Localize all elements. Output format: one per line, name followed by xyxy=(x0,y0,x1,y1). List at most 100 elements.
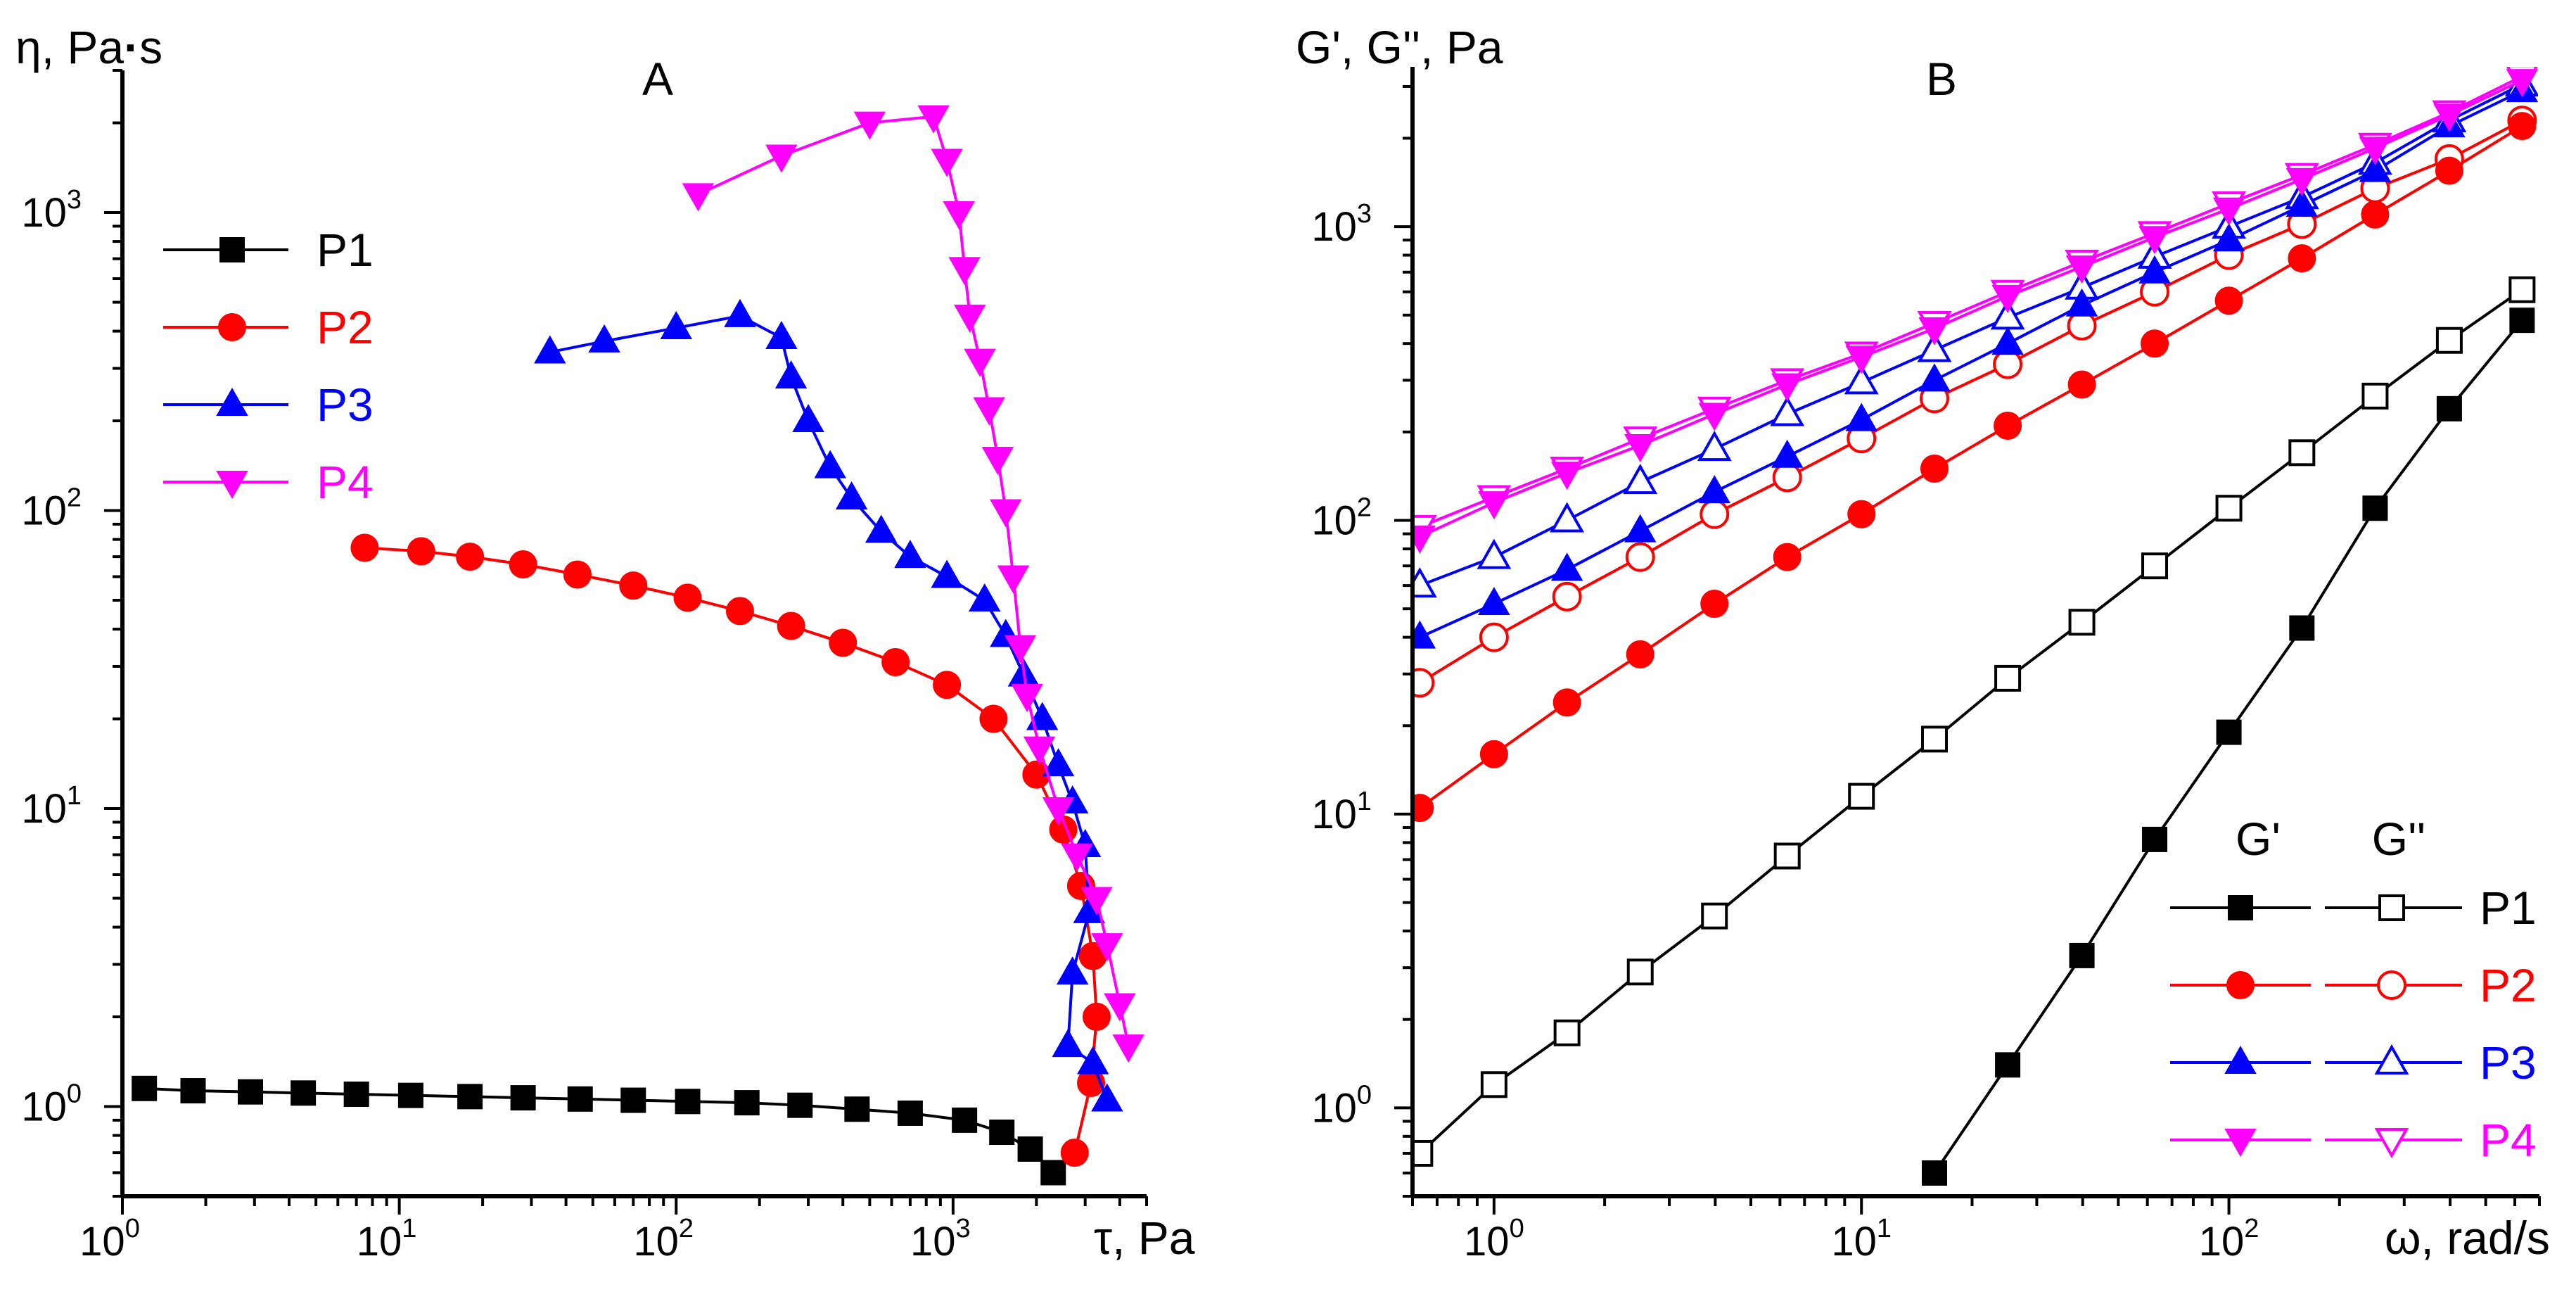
data-point-gp-p4 xyxy=(2285,167,2319,196)
legend-label-p2: P2 xyxy=(317,301,374,353)
data-point-p2 xyxy=(1060,1139,1089,1167)
panel-b-ylabel: G', G'', Pa xyxy=(1296,21,1503,73)
data-point-gp-p2 xyxy=(1847,500,1876,528)
data-point-p1 xyxy=(291,1080,317,1106)
panel-a-ylabel-prefix: η, Pa xyxy=(15,21,124,73)
data-point-p1 xyxy=(1040,1160,1066,1186)
data-point-gdd-p1 xyxy=(1553,1019,1581,1046)
tick-label-exponent: 2 xyxy=(679,1214,694,1243)
data-point-gp-p4 xyxy=(2065,255,2098,284)
data-point-p4 xyxy=(682,183,715,212)
y-tick-label: 102 xyxy=(1311,493,1372,544)
legend-label-p1: P1 xyxy=(2480,882,2537,934)
x-tick-label: 103 xyxy=(910,1214,971,1265)
series-line-gp-p1 xyxy=(1933,319,2523,1174)
panel-b-legend: G' G'' P1 P2 P3 P4 xyxy=(2170,813,2537,1166)
data-point-gp-p4 xyxy=(2433,103,2466,132)
series-line-gdd-p3 xyxy=(1419,83,2523,587)
panel-b-series xyxy=(1413,67,2538,1186)
tick-label-base: 10 xyxy=(1464,1219,1510,1265)
data-point-gp-p3 xyxy=(2212,223,2245,252)
data-point-p3 xyxy=(724,298,756,327)
data-point-p2 xyxy=(881,647,910,676)
data-point-p2 xyxy=(725,597,754,626)
legend-label-p1: P1 xyxy=(317,224,374,276)
data-point-p1 xyxy=(952,1107,978,1133)
data-point-gdd-p1 xyxy=(2435,327,2463,354)
data-point-gp-p3 xyxy=(1413,620,1436,649)
legend-label-p4: P4 xyxy=(317,456,374,508)
data-point-p3 xyxy=(814,450,846,479)
data-point-p1 xyxy=(180,1078,206,1104)
legend-marker-p1 xyxy=(219,237,245,262)
data-point-p2 xyxy=(933,671,962,699)
data-point-gp-p3 xyxy=(2138,255,2171,284)
x-tick-label: 102 xyxy=(2199,1214,2259,1265)
data-point-gp-p4 xyxy=(1991,284,2024,313)
legend-marker-p3 xyxy=(216,387,248,416)
data-point-p2 xyxy=(619,571,648,600)
data-point-gp-p3 xyxy=(1478,587,1510,616)
data-point-gp-p4 xyxy=(1478,491,1510,520)
data-point-p3 xyxy=(1076,1046,1109,1075)
data-point-p3 xyxy=(1042,748,1075,777)
data-point-p4 xyxy=(1011,684,1043,713)
data-point-p1 xyxy=(238,1079,264,1105)
data-point-gp-p4 xyxy=(1624,433,1657,462)
data-point-gp-p3 xyxy=(1624,514,1657,543)
tick-label-base: 10 xyxy=(910,1219,956,1265)
data-point-p1 xyxy=(844,1096,870,1122)
legend-marker-gdd-p4 xyxy=(2374,1128,2409,1159)
y-tick-label: 100 xyxy=(21,1079,82,1130)
tick-label-base: 10 xyxy=(2199,1219,2245,1265)
tick-label-base: 10 xyxy=(633,1219,679,1265)
data-point-p1 xyxy=(567,1086,593,1112)
data-point-gp-p3 xyxy=(2359,153,2392,182)
legend-header-g-prime: G' xyxy=(2236,813,2281,865)
data-point-gp-p2 xyxy=(2288,244,2316,273)
data-point-p3 xyxy=(588,324,620,353)
data-point-gdd-p3 xyxy=(1623,464,1658,495)
data-point-gdd-p1 xyxy=(1994,664,2022,692)
legend-marker-gdd-p2 xyxy=(2377,970,2406,1000)
tick-label-base: 10 xyxy=(21,190,67,236)
data-point-gdd-p3 xyxy=(1413,567,1437,598)
data-point-p1 xyxy=(397,1082,423,1108)
data-point-gdd-p2 xyxy=(1700,499,1730,529)
data-point-gdd-p3 xyxy=(1844,364,1879,395)
data-point-gp-p2 xyxy=(1700,590,1729,619)
tick-label-base: 10 xyxy=(1311,1085,1357,1131)
x-tick-label: 101 xyxy=(1831,1214,1892,1265)
series-line-gp-p4 xyxy=(1419,79,2523,538)
data-point-p4 xyxy=(1004,635,1037,664)
legend-marker-gdd-p3 xyxy=(2374,1044,2409,1075)
data-point-gp-p1 xyxy=(2362,495,2388,521)
data-point-p3 xyxy=(1052,1029,1084,1058)
data-point-gp-p2 xyxy=(1773,543,1802,571)
tick-label-exponent: 0 xyxy=(67,1079,82,1109)
data-point-gp-p2 xyxy=(1920,455,1949,483)
data-point-gp-p2 xyxy=(2141,329,2169,358)
data-point-p4 xyxy=(1042,797,1075,826)
panel-b-label: B xyxy=(1926,53,1957,105)
legend-label-p4: P4 xyxy=(2480,1114,2537,1166)
tick-label-base: 10 xyxy=(357,1219,402,1265)
data-point-p3 xyxy=(774,360,808,389)
data-point-p4 xyxy=(1061,843,1093,872)
series-line-p4 xyxy=(697,115,1130,1046)
legend-marker-p2 xyxy=(218,313,246,341)
data-point-p3 xyxy=(660,311,692,340)
data-point-gp-p4 xyxy=(1550,462,1583,490)
data-point-gdd-p1 xyxy=(2141,552,2169,580)
data-point-gdd-p1 xyxy=(1626,958,1654,986)
data-point-p4 xyxy=(948,257,981,286)
panel-a-series xyxy=(132,105,1144,1186)
data-point-p2 xyxy=(509,550,537,578)
data-point-gp-p1 xyxy=(2142,826,2168,852)
data-point-p2 xyxy=(777,612,805,640)
x-tick-label: 100 xyxy=(1464,1214,1524,1265)
data-point-p3 xyxy=(931,559,963,588)
y-tick-label: 101 xyxy=(21,781,82,832)
